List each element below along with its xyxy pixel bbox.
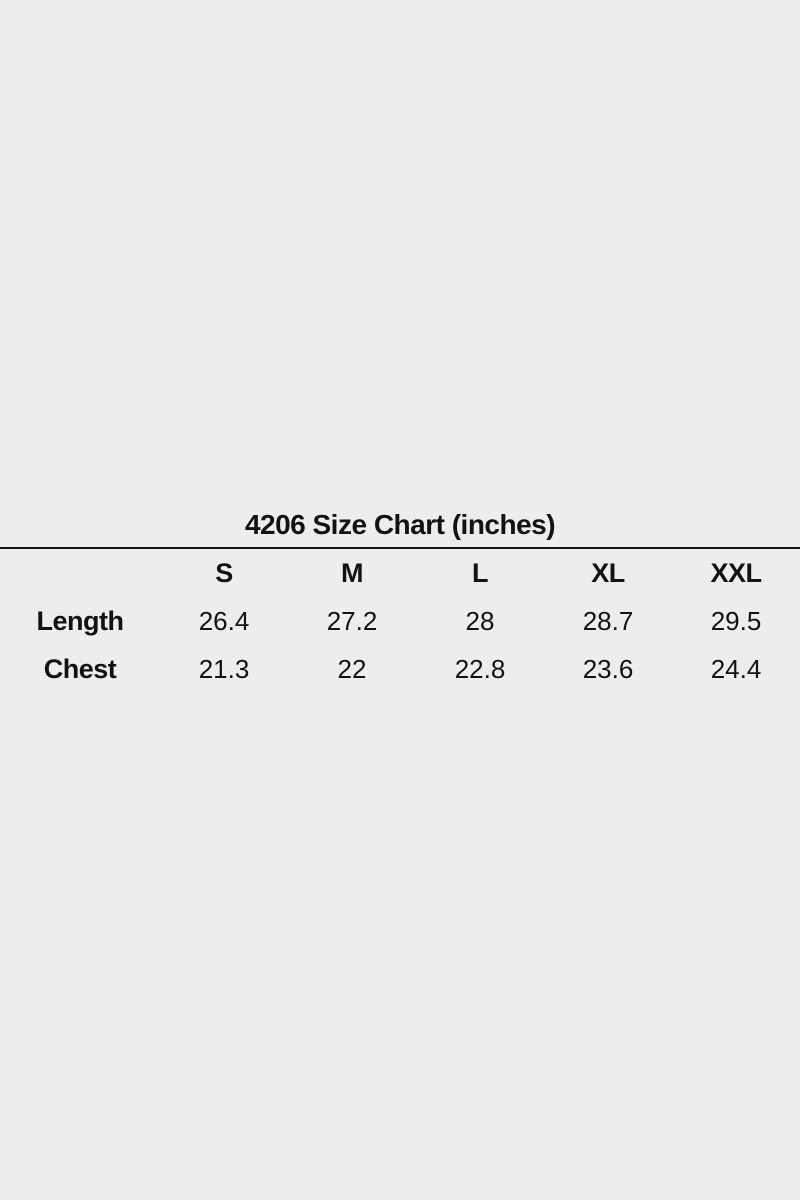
- table-row-length: Length 26.4 27.2 28 28.7 29.5: [0, 597, 800, 645]
- header-size-xl: XL: [591, 557, 625, 588]
- header-size-xxl: XXL: [710, 557, 762, 588]
- length-value-l: 28: [465, 605, 495, 636]
- length-value-m: 27.2: [326, 605, 378, 636]
- size-chart-title: 4206 Size Chart (inches): [244, 509, 556, 540]
- chest-value-m: 22: [337, 653, 367, 684]
- header-size-l: L: [472, 557, 489, 588]
- header-empty-cell: [0, 549, 160, 597]
- header-size-s: S: [215, 557, 233, 588]
- chest-value-xl: 23.6: [582, 653, 634, 684]
- chest-value-xxl: 24.4: [710, 653, 762, 684]
- table-row-chest: Chest 21.3 22 22.8 23.6 24.4: [0, 645, 800, 693]
- table-header-row: S M L XL XXL: [0, 549, 800, 597]
- row-label-length: Length: [36, 605, 124, 636]
- chest-value-s: 21.3: [198, 653, 250, 684]
- header-size-m: M: [341, 557, 364, 588]
- size-chart: 4206 Size Chart (inches) S M L XL XXL Le…: [0, 503, 800, 693]
- title-divider: [0, 547, 800, 549]
- length-value-xxl: 29.5: [710, 605, 762, 636]
- size-chart-table: S M L XL XXL Length 26.4 27.2 28 28.7 29…: [0, 549, 800, 693]
- chest-value-l: 22.8: [454, 653, 506, 684]
- row-label-chest: Chest: [43, 653, 117, 684]
- length-value-s: 26.4: [198, 605, 250, 636]
- length-value-xl: 28.7: [582, 605, 634, 636]
